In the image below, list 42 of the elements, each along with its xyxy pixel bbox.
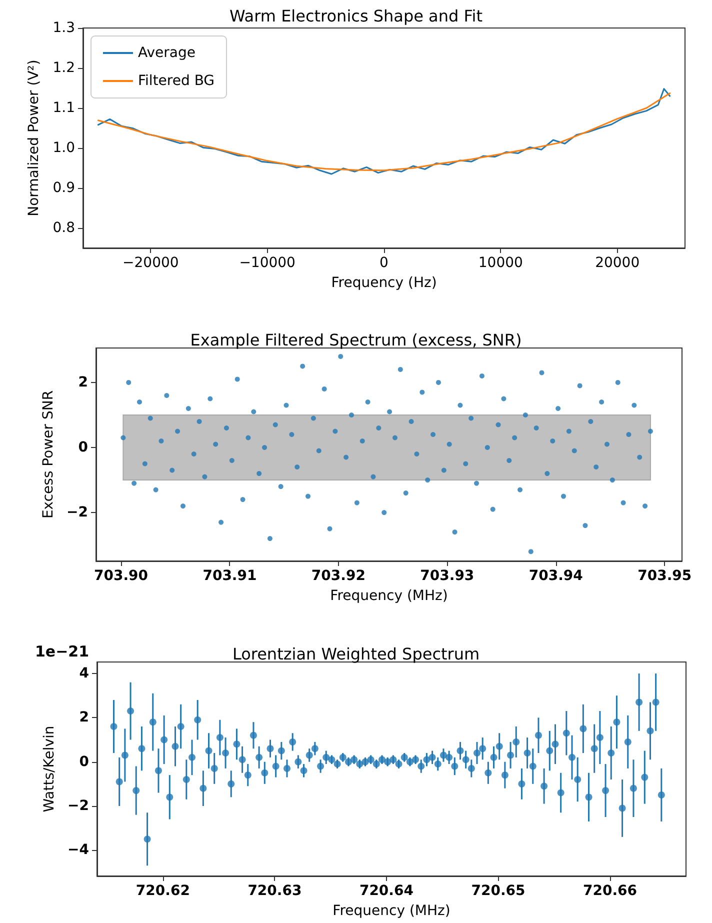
legend-label: Filtered BG: [138, 73, 215, 89]
y-tick-label: 1.1: [52, 100, 75, 116]
x-tick-label: 703.91: [202, 568, 257, 584]
x-tick-label: 703.93: [420, 568, 474, 584]
x-tick-label: 703.90: [94, 568, 148, 584]
x-tick-label: 703.92: [311, 568, 366, 584]
y-axis-title: Excess Power SNR: [40, 390, 57, 519]
x-tick-label: 0: [380, 255, 388, 271]
y-axis-title: Watts/Kelvin: [42, 726, 58, 812]
y-axis-title: Normalized Power (V²): [26, 60, 42, 216]
y-tick-label: 0.8: [52, 220, 75, 236]
x-tick-label: 720.63: [248, 883, 302, 899]
x-tick-label: 20000: [595, 255, 640, 271]
y-tick-label: 2: [78, 374, 88, 390]
y-tick-label: 1.0: [52, 140, 75, 156]
legend-label: Average: [138, 45, 196, 61]
y-tick-label: −4: [68, 842, 90, 858]
x-axis-title: Frequency (MHz): [330, 588, 448, 604]
y-tick-label: −2: [66, 504, 88, 521]
chart-title: Example Filtered Spectrum (excess, SNR): [190, 330, 522, 350]
x-tick-label: 720.65: [471, 883, 526, 899]
y-tick-label: 2: [79, 710, 89, 726]
chart-title: Lorentzian Weighted Spectrum: [232, 644, 480, 664]
y-tick-label: 0.9: [52, 180, 75, 196]
x-tick-label: −20000: [122, 255, 179, 271]
chart-title: Warm Electronics Shape and Fit: [230, 6, 482, 26]
y-tick-label: 0: [79, 754, 90, 770]
x-tick-label: 10000: [478, 255, 523, 271]
x-axis-title: Frequency (Hz): [331, 275, 437, 291]
x-axis-title: Frequency (MHz): [332, 903, 450, 919]
y-tick-label: 1.2: [52, 60, 75, 76]
y-tick-label: 0: [78, 440, 88, 456]
text: 1e−21: [35, 642, 90, 660]
y-tick-label: 4: [79, 665, 90, 682]
x-tick-label: 720.62: [136, 883, 190, 899]
x-tick-label: 703.94: [528, 568, 584, 584]
y-tick-label: 1.3: [52, 20, 75, 36]
x-tick-label: −10000: [239, 255, 296, 271]
x-tick-label: 703.95: [638, 568, 692, 584]
y-tick-label: −2: [68, 798, 89, 814]
x-tick-label: 720.64: [359, 883, 414, 899]
x-tick-label: 720.66: [582, 883, 638, 899]
